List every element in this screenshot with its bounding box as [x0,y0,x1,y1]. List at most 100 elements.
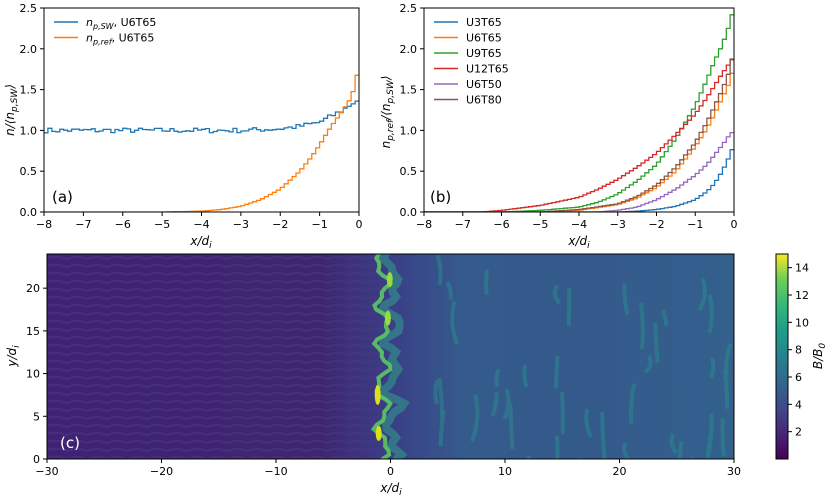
downstream-filament [724,343,733,377]
downstream-filament [600,412,607,459]
upstream-wave [47,399,388,405]
xtick-label: −3 [610,218,626,231]
xtick-label: −5 [154,218,170,231]
front-hotspot [386,272,393,288]
xtick-label: −30 [35,465,58,478]
colorbar-tick-label: 12 [795,289,809,302]
colorbar-tick-label: 2 [795,426,802,439]
ytick-label: 0 [33,453,40,466]
heatmap-shock-front [370,254,410,459]
legend-entry: np,SW, U6T65 [86,16,156,31]
panel-a-series [44,74,359,212]
colorbar-tick-label: 4 [795,398,802,411]
xtick-label: −4 [571,218,587,231]
xtick-label: −7 [75,218,91,231]
downstream-filament [697,277,707,312]
ytick-label: 1.0 [20,124,38,137]
xtick-label: −2 [272,218,288,231]
heatmap-field [47,254,734,475]
xtick-label: −20 [150,465,173,478]
panel-b-ylabel: np,ref/⟨np,SW⟩ [379,76,396,149]
xtick-label: 0 [387,465,394,478]
panel-c-label: (c) [60,434,80,452]
downstream-filament [560,391,565,435]
series-line-2 [44,74,359,212]
downstream-filament [584,408,593,438]
downstream-filament [445,280,453,301]
colorbar-tick-label: 6 [795,371,802,384]
front-hotspot [375,425,382,441]
downstream-filament [707,294,714,333]
xtick-label: −10 [264,465,287,478]
series-line-4 [424,59,734,212]
downstream-filament [553,355,560,389]
downstream-filament [706,413,714,456]
ytick-label: 2.5 [400,2,418,15]
legend-entry: U3T65 [466,16,502,29]
downstream-filament [644,355,653,374]
downstream-filament [669,433,678,455]
panel-a-ylabel: n/⟨np,SW⟩ [3,84,20,136]
panel-b-yticks: 0.0 0.5 1.0 1.5 2.0 2.5 [400,2,424,219]
panel-a-xlabel: x/di [189,234,212,251]
legend-entry: np,ref, U6T65 [86,32,154,47]
xtick-label: −6 [115,218,131,231]
upstream-wave [47,375,388,381]
xtick-label: −2 [648,218,664,231]
colorbar-tick-label: 14 [795,262,809,275]
downstream-filament [435,254,443,286]
upstream-wave [47,351,388,357]
panel-b-xlabel: x/di [567,234,590,251]
upstream-wave [47,391,388,397]
downstream-filament [437,377,445,427]
xtick-label: 0 [356,218,363,231]
downstream-filament [661,309,669,327]
front-ridge [370,254,393,459]
panel-b-xticks: −8 −7 −6 −5 −4 −3 −2 −1 0 [416,212,738,231]
downstream-filament [494,368,501,387]
series-line-1 [44,100,359,134]
upstream-wave [47,255,388,261]
upstream-wave [47,431,388,437]
xtick-label: 0 [731,218,738,231]
ytick-label: 20 [26,282,40,295]
upstream-wave [47,407,388,413]
downstream-filament [622,283,630,316]
upstream-wave [47,287,388,293]
downstream-filament [720,418,726,457]
downstream-filament [508,403,515,450]
upstream-wave [47,359,388,365]
legend-entry: U9T65 [466,47,502,60]
upstream-wave [47,383,388,389]
downstream-filament [484,269,490,295]
upstream-wave [47,303,388,309]
downstream-filament [490,392,499,417]
downstream-filament [653,322,660,364]
xtick-label: 30 [727,465,741,478]
panel-c-xlabel: x/di [379,481,402,498]
ytick-label: 10 [26,368,40,381]
heatmap-upstream-waves [47,255,388,475]
downstream-filament [677,441,684,459]
downstream-filament [709,357,716,379]
upstream-wave [47,473,387,475]
xtick-label: 10 [498,465,512,478]
downstream-filament [522,364,529,388]
ytick-label: 0.0 [20,206,38,219]
upstream-wave [47,447,388,453]
xtick-label: −8 [36,218,52,231]
upstream-wave [47,279,388,285]
ytick-label: 1.0 [400,124,418,137]
panel-c-xticks: −30 −20 −10 0 10 20 30 [35,459,741,478]
upstream-wave [47,415,388,421]
downstream-filament [552,284,562,305]
panel-a-yticks: 0.0 0.5 1.0 1.5 2.0 2.5 [20,2,44,219]
downstream-filament [470,394,480,443]
upstream-wave [47,335,388,341]
panel-a-label: (a) [52,188,73,206]
upstream-wave [47,319,388,325]
xtick-label: −1 [312,218,328,231]
downstream-filament [450,300,460,346]
ytick-label: 1.5 [400,84,418,97]
